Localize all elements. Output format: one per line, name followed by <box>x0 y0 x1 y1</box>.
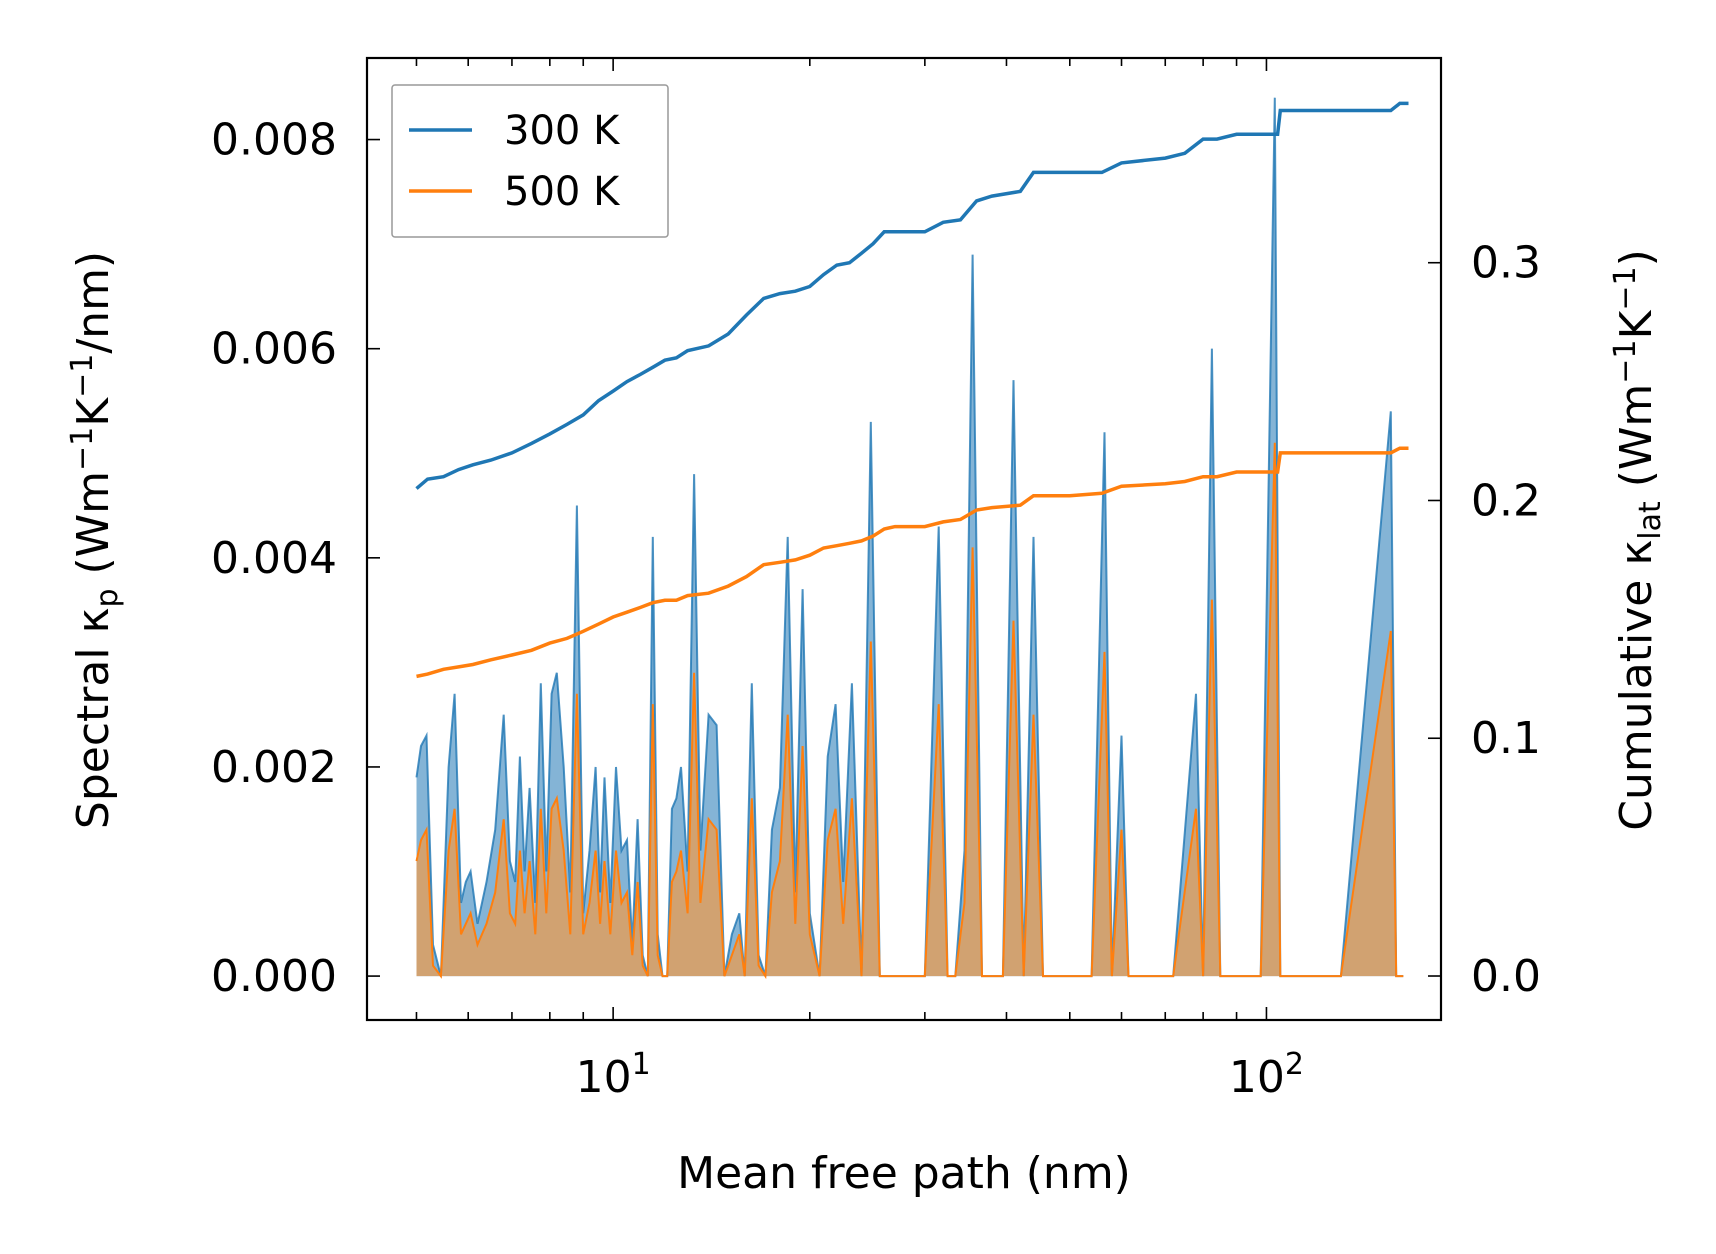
y-axis-right-label: Cumulative κlat (Wm−1K−1) <box>1608 249 1668 831</box>
y-right-tick-label: 0.2 <box>1471 475 1541 526</box>
legend-box <box>391 84 669 238</box>
series-lines <box>415 97 1409 980</box>
y-left-tick-label: 0.008 <box>211 115 337 166</box>
area-spectral-300k <box>416 97 1404 977</box>
area-spectral-500k <box>416 442 1404 977</box>
legend-label-300k: 300 K <box>504 108 621 154</box>
line-spectral-500k <box>415 442 1404 980</box>
legend-label-500k: 500 K <box>504 169 621 215</box>
spectral-areas <box>416 97 1404 977</box>
x-axis-label: Mean free path (nm) <box>677 1148 1131 1199</box>
x-tick-label: 102 <box>1229 1047 1304 1103</box>
y-right-tick-label: 0.3 <box>1471 238 1541 289</box>
legend: 300 K 500 K <box>391 84 669 238</box>
y-right-tick-label: 0.0 <box>1471 951 1541 1002</box>
y-left-tick-label: 0.000 <box>211 951 337 1002</box>
line-cumulative-300k <box>415 101 1409 490</box>
y-left-tick-label: 0.004 <box>211 533 337 584</box>
y-left-tick-label: 0.002 <box>211 742 337 793</box>
x-tick-label: 101 <box>576 1047 651 1103</box>
line-spectral-300k <box>415 97 1404 978</box>
axis-ticks: 0.000 0.002 0.004 0.006 0.008 0.0 0.1 0.2 0.3 101… <box>211 58 1541 1103</box>
plot-frame <box>365 56 1443 1022</box>
y-right-tick-label: 0.1 <box>1471 713 1541 764</box>
y-left-tick-label: 0.006 <box>211 324 337 375</box>
line-cumulative-500k <box>416 446 1409 679</box>
y-axis-left-label: Spectral κp (Wm−1K−1/nm) <box>65 251 125 829</box>
